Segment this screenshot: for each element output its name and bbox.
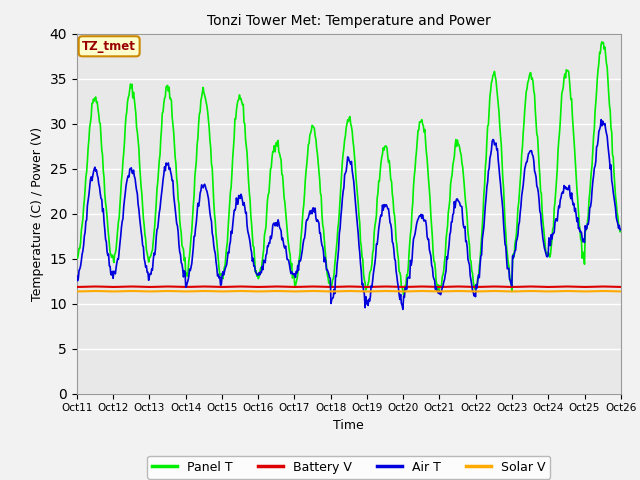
Air T	[416, 213, 424, 218]
Air T	[399, 306, 407, 312]
Battery V	[431, 284, 439, 290]
Air T	[194, 201, 202, 206]
Panel T	[416, 119, 424, 125]
Air T	[83, 217, 90, 223]
Title: Tonzi Tower Met: Temperature and Power: Tonzi Tower Met: Temperature and Power	[207, 14, 491, 28]
Battery V	[617, 284, 625, 290]
Battery V	[416, 284, 424, 289]
Air T	[617, 227, 625, 232]
Panel T	[431, 267, 439, 273]
Panel T	[83, 169, 90, 175]
Panel T	[400, 292, 408, 298]
Battery V	[73, 284, 81, 290]
Panel T	[73, 254, 81, 260]
Battery V	[91, 284, 99, 289]
Solar V	[73, 288, 81, 294]
Solar V	[416, 288, 424, 294]
Air T	[139, 242, 147, 248]
Y-axis label: Temperature (C) / Power (V): Temperature (C) / Power (V)	[31, 127, 44, 300]
Air T	[73, 273, 81, 279]
Battery V	[223, 284, 231, 290]
Air T	[223, 262, 230, 268]
Solar V	[223, 288, 231, 294]
Panel T	[617, 229, 625, 235]
Legend: Panel T, Battery V, Air T, Solar V: Panel T, Battery V, Air T, Solar V	[147, 456, 550, 479]
Solar V	[140, 288, 147, 294]
X-axis label: Time: Time	[333, 419, 364, 432]
Line: Air T: Air T	[77, 120, 621, 309]
Panel T	[139, 204, 147, 209]
Solar V	[617, 288, 625, 294]
Panel T	[223, 245, 230, 251]
Solar V	[91, 288, 99, 294]
Solar V	[195, 288, 202, 294]
Solar V	[431, 288, 439, 294]
Air T	[431, 287, 439, 292]
Solar V	[83, 288, 90, 294]
Text: TZ_tmet: TZ_tmet	[82, 40, 136, 53]
Air T	[597, 117, 605, 122]
Battery V	[140, 284, 147, 290]
Battery V	[83, 284, 90, 289]
Panel T	[598, 39, 605, 45]
Battery V	[195, 284, 202, 289]
Panel T	[194, 136, 202, 142]
Line: Panel T: Panel T	[77, 42, 621, 295]
